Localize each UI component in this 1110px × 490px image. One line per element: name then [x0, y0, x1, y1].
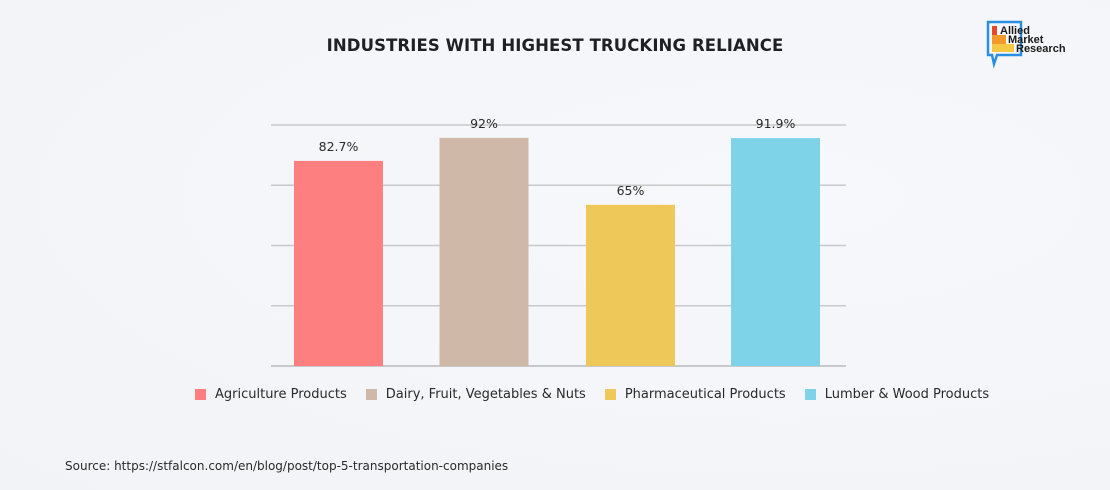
legend-swatch: [195, 389, 206, 400]
legend-label: Dairy, Fruit, Vegetables & Nuts: [385, 387, 586, 402]
legend-item: Agriculture Products: [195, 387, 347, 402]
legend-swatch: [365, 389, 377, 400]
legend-swatch: [804, 389, 816, 400]
chart-title: INDUSTRIES WITH HIGHEST TRUCKING RELIANC…: [326, 36, 784, 55]
data-label: 92%: [470, 116, 498, 131]
legend-item: Pharmaceutical Products: [604, 387, 786, 402]
bar-3: [586, 204, 675, 366]
allied-market-research-logo: Allied Market Research: [985, 20, 1095, 70]
data-label: 65%: [617, 183, 645, 198]
legend-swatch: [604, 389, 616, 400]
legend-label: Lumber & Wood Products: [824, 387, 990, 402]
logo-line1: Allied: [1000, 25, 1030, 37]
bar-1: [294, 160, 383, 366]
data-label: 91.9%: [756, 116, 796, 131]
data-labels: 82.7% 92% 65% 91.9%: [319, 116, 796, 198]
legend-item: Dairy, Fruit, Vegetables & Nuts: [365, 387, 586, 402]
logo-mark-icon: [986, 20, 1023, 69]
legend-label: Agriculture Products: [215, 387, 347, 402]
legend-label: Pharmaceutical Products: [624, 387, 786, 402]
logo-line2: Market: [1008, 34, 1044, 46]
data-label: 82.7%: [319, 139, 359, 154]
bars: [294, 137, 820, 366]
legend-item: Lumber & Wood Products: [804, 387, 990, 402]
bar-4: [731, 138, 820, 366]
bar-2: [439, 137, 529, 366]
legend: Agriculture Products Dairy, Fruit, Vegeta…: [195, 387, 1008, 402]
logo-line3: Research: [1016, 43, 1066, 55]
source-note: Source: https://stfalcon.com/en/blog/pos…: [65, 459, 509, 473]
